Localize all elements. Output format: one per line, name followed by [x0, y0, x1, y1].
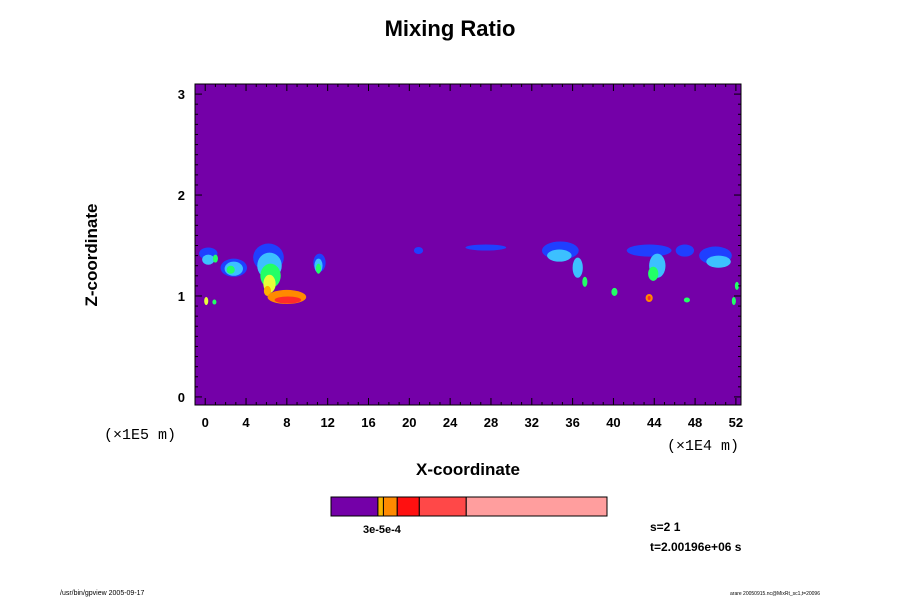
- field-blob: [648, 266, 659, 281]
- x-tick-label: 52: [729, 415, 743, 430]
- colorbar-segment: [396, 496, 420, 517]
- y-tick-label: 1: [178, 289, 185, 304]
- field-blob: [274, 296, 302, 304]
- x-tick-label: 4: [242, 415, 250, 430]
- colorbar-segment: [382, 496, 398, 517]
- field-blob: [263, 285, 272, 296]
- y-axis-label: Z-coordinate: [82, 203, 101, 307]
- y-tick-label: 3: [178, 87, 185, 102]
- plot-frame: [194, 83, 742, 406]
- colorbar-segment: [377, 496, 384, 517]
- chart-title: Mixing Ratio: [384, 16, 516, 41]
- field-blob: [683, 297, 690, 303]
- x-axis-label: X-coordinate: [416, 460, 520, 479]
- x-tick-label: 36: [565, 415, 579, 430]
- field-blob: [226, 265, 235, 274]
- x-tick-label: 28: [484, 415, 498, 430]
- x-tick-label: 48: [688, 415, 702, 430]
- footer-right: arare 20050915.nc@MixRt_sc1,t=20096: [730, 591, 820, 597]
- colorbar-labels: 3e-5e-4: [363, 524, 401, 536]
- field-blob: [547, 249, 572, 262]
- field-blob: [202, 254, 215, 265]
- field-blob: [212, 299, 217, 305]
- colorbar-frame: [330, 496, 608, 517]
- field-blob: [731, 296, 736, 306]
- x-scale-label-right: (×1E4 m): [667, 438, 739, 455]
- field-blob: [315, 263, 322, 274]
- footer-left: /usr/bin/gpview 2005-09-17: [60, 590, 145, 597]
- info-s: s=2 1: [650, 520, 681, 534]
- x-tick-label: 24: [443, 415, 458, 430]
- field-blob: [626, 244, 672, 257]
- field-blob: [212, 254, 218, 263]
- field-blob: [413, 247, 424, 255]
- field-blob: [734, 281, 739, 290]
- x-tick-label: 40: [606, 415, 620, 430]
- colorbar-segment: [418, 496, 467, 517]
- x-tick-label: 16: [361, 415, 375, 430]
- x-tick-label: 0: [202, 415, 209, 430]
- field-blob: [611, 287, 618, 296]
- field-blob: [465, 244, 507, 251]
- x-scale-label: (×1E5 m): [104, 427, 176, 444]
- colorbar-segment: [330, 496, 379, 517]
- field-background: [195, 84, 741, 405]
- field-blobs: [199, 241, 739, 306]
- field-blob: [204, 296, 209, 306]
- field-blob: [572, 257, 583, 278]
- field-blob: [675, 244, 695, 257]
- x-tick-label: 8: [283, 415, 290, 430]
- x-tick-label: 12: [320, 415, 334, 430]
- field-blob: [582, 276, 588, 287]
- info-t: t=2.00196e+06 s: [650, 540, 742, 554]
- x-tick-label: 44: [647, 415, 662, 430]
- x-tick-label: 32: [525, 415, 539, 430]
- field-blob: [706, 255, 731, 268]
- colorbar-segment: [465, 496, 608, 517]
- y-tick-label: 2: [178, 188, 185, 203]
- field-blob: [647, 295, 651, 301]
- x-tick-label: 20: [402, 415, 416, 430]
- y-tick-label: 0: [178, 390, 185, 405]
